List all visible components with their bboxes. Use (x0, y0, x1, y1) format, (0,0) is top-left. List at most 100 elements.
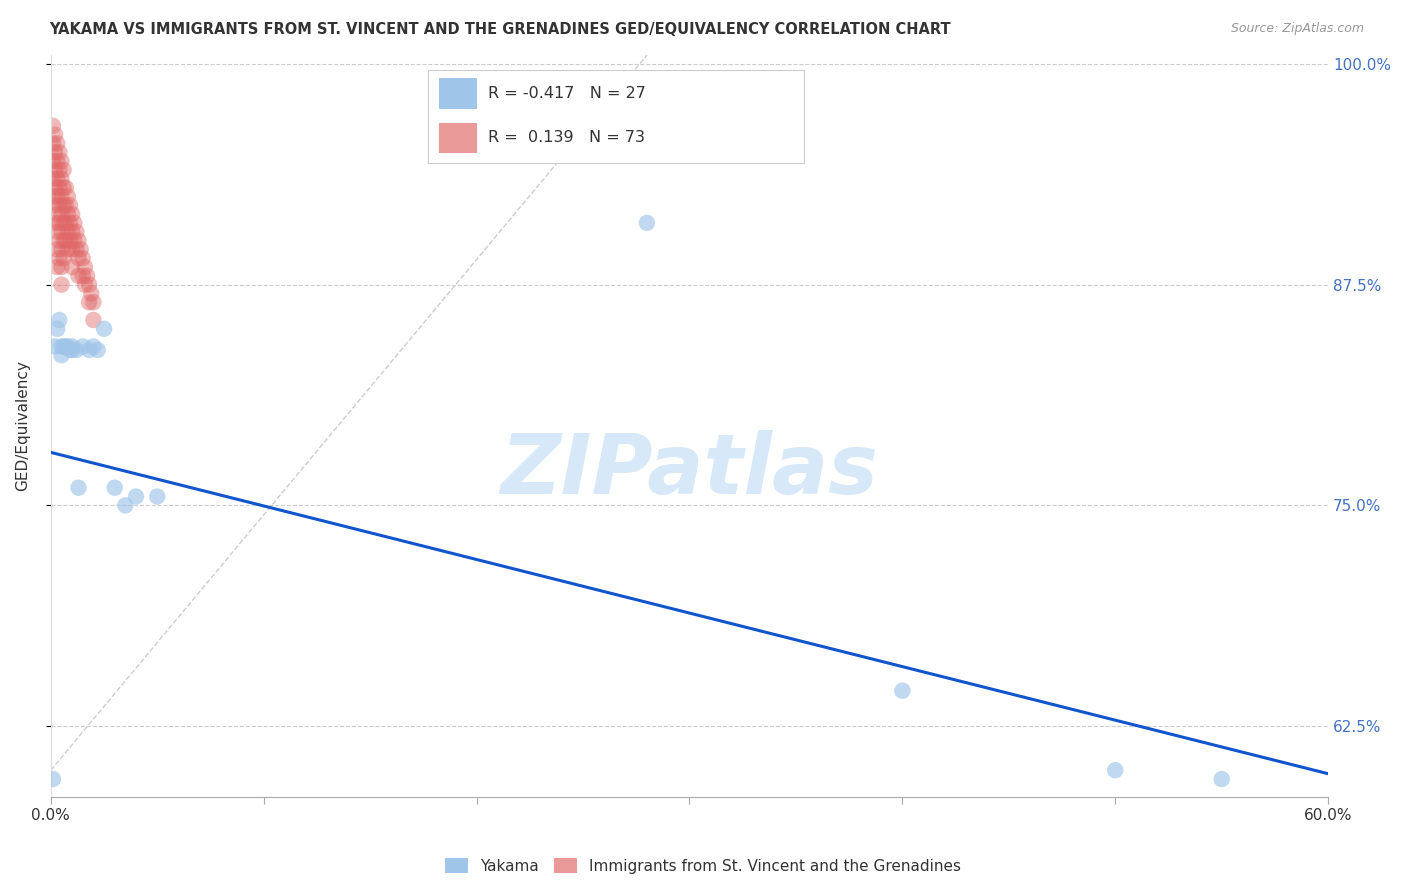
Point (48, 162, 70, 177)
Point (52, 339, 75, 353)
Point (65, 243, 87, 257)
Point (80, 286, 103, 301)
Point (42, 772, 65, 786)
Point (56, 189, 79, 203)
Point (59, 234, 82, 248)
Point (52, 216, 75, 230)
Point (55, 339, 77, 353)
Point (56, 339, 79, 353)
Point (46, 136, 69, 151)
Point (63, 216, 86, 230)
Point (114, 499, 136, 513)
Point (46, 225, 69, 239)
Point (76, 268, 98, 283)
Point (104, 481, 127, 495)
Point (86, 343, 108, 357)
Legend: Yakama, Immigrants from St. Vincent and the Grenadines: Yakama, Immigrants from St. Vincent and … (439, 852, 967, 880)
Point (93, 322, 115, 336)
Point (82, 313, 104, 327)
Point (42, 154, 65, 169)
Point (51, 243, 73, 257)
Point (60, 343, 83, 357)
Point (48, 234, 70, 248)
Point (67, 268, 90, 283)
Point (77, 277, 100, 292)
Point (63, 234, 86, 248)
Point (60, 207, 83, 221)
Point (67, 251, 90, 265)
Point (67, 234, 90, 248)
Point (56, 243, 79, 257)
Point (59, 343, 82, 357)
Point (44, 180, 66, 194)
Text: ZIPatlas: ZIPatlas (501, 430, 879, 511)
Point (146, 490, 169, 504)
Point (72, 251, 94, 265)
Point (44, 145, 66, 160)
Point (44, 128, 66, 142)
Point (67, 481, 90, 495)
Point (52, 251, 75, 265)
Point (51, 189, 73, 203)
Point (51, 339, 73, 353)
Point (636, 216, 658, 230)
Point (51, 348, 73, 362)
Text: Source: ZipAtlas.com: Source: ZipAtlas.com (1230, 22, 1364, 36)
Point (59, 198, 82, 212)
Point (51, 154, 73, 169)
Point (73, 260, 96, 274)
Point (56, 207, 79, 221)
Point (44, 162, 66, 177)
Point (72, 339, 94, 353)
Point (125, 490, 148, 504)
Point (42, 119, 65, 133)
Point (65, 225, 87, 239)
Point (42, 189, 65, 203)
Point (51, 171, 73, 186)
Point (1211, 772, 1233, 786)
Point (48, 198, 70, 212)
Point (52, 162, 75, 177)
Point (51, 207, 73, 221)
Point (44, 339, 66, 353)
Point (52, 198, 75, 212)
Point (48, 216, 70, 230)
Point (56, 225, 79, 239)
Point (42, 171, 65, 186)
Point (72, 268, 94, 283)
Point (891, 683, 914, 698)
Point (73, 277, 96, 292)
Point (60, 339, 83, 353)
Point (77, 343, 100, 357)
Point (46, 154, 69, 169)
Point (48, 313, 70, 327)
Point (82, 295, 104, 310)
Point (48, 145, 70, 160)
Point (60, 243, 83, 257)
Point (46, 243, 69, 257)
Point (65, 343, 87, 357)
Text: YAKAMA VS IMMIGRANTS FROM ST. VINCENT AND THE GRENADINES GED/EQUIVALENCY CORRELA: YAKAMA VS IMMIGRANTS FROM ST. VINCENT AN… (49, 22, 950, 37)
Y-axis label: GED/Equivalency: GED/Equivalency (15, 360, 30, 491)
Point (55, 180, 77, 194)
Point (55, 216, 77, 230)
Point (1104, 763, 1126, 777)
Point (46, 260, 69, 274)
Point (46, 171, 69, 186)
Point (44, 198, 66, 212)
Point (46, 207, 69, 221)
Point (42, 136, 65, 151)
Point (82, 339, 104, 353)
Point (69, 243, 91, 257)
Point (55, 198, 77, 212)
Point (46, 322, 69, 336)
Point (48, 180, 70, 194)
Point (59, 216, 82, 230)
Point (51, 277, 73, 292)
Point (60, 260, 83, 274)
Point (55, 234, 77, 248)
Point (60, 225, 83, 239)
Point (51, 260, 73, 274)
Point (51, 225, 73, 239)
Point (77, 295, 100, 310)
